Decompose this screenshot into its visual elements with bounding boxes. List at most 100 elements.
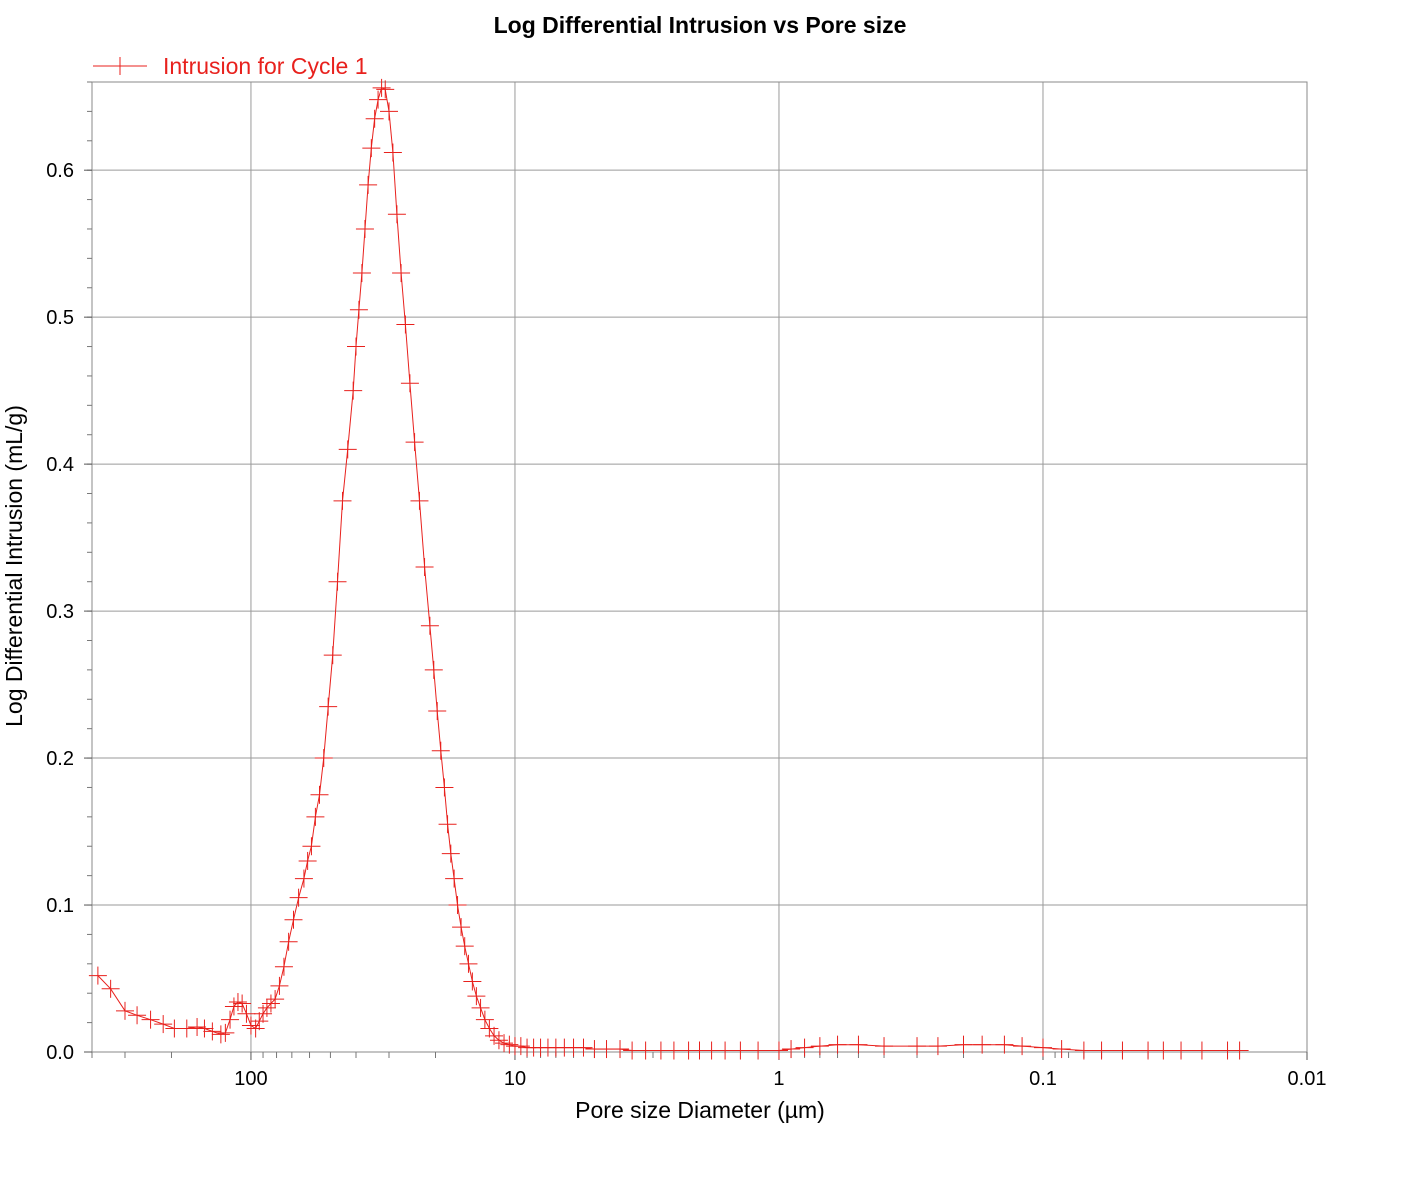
data-point: [154, 1015, 173, 1034]
data-point: [405, 433, 424, 452]
data-point: [489, 1031, 508, 1050]
data-point: [279, 932, 298, 951]
data-point: [333, 491, 352, 510]
data-point: [485, 1026, 504, 1045]
data-point: [246, 1019, 265, 1038]
y-tick-label: 0.6: [46, 160, 74, 182]
data-point: [344, 381, 363, 400]
data-point: [237, 1004, 256, 1023]
chart-title: Log Differential Intrusion vs Pore size: [494, 12, 907, 38]
data-point: [1172, 1041, 1191, 1060]
data-point: [500, 1035, 519, 1054]
data-point: [611, 1040, 630, 1059]
data-point: [314, 749, 333, 768]
data-point: [731, 1041, 750, 1060]
data-point: [88, 966, 107, 985]
data-point: [428, 702, 447, 721]
data-point: [459, 954, 478, 973]
x-tick-label: 100: [234, 1068, 267, 1090]
y-axis-ticks: 0.0 0.1 0.2 0.3 0.4 0.5 0.6: [46, 160, 92, 1064]
data-point: [224, 997, 243, 1016]
data-point: [875, 1037, 894, 1056]
data-point: [216, 1023, 235, 1042]
y-axis-title: Log Differential Intrusion (mL/g): [1, 405, 27, 727]
data-point: [383, 143, 402, 162]
y-tick-label: 0.1: [46, 895, 74, 917]
data-point: [359, 175, 378, 194]
data-point: [1113, 1041, 1132, 1060]
x-tick-label: 0.1: [1029, 1068, 1057, 1090]
data-point: [310, 785, 329, 804]
data-point: [452, 918, 471, 937]
data-point: [435, 778, 454, 797]
data-point: [810, 1037, 829, 1056]
data-point: [448, 896, 467, 915]
data-point: [141, 1010, 160, 1029]
data-point: [471, 998, 490, 1017]
data-point: [188, 1018, 207, 1037]
y-tick-label: 0.2: [46, 748, 74, 770]
data-point: [284, 910, 303, 929]
data-point: [1013, 1037, 1032, 1056]
data-point: [266, 990, 285, 1009]
data-point: [274, 957, 293, 976]
y-tick-label: 0.5: [46, 307, 74, 329]
data-point: [101, 979, 120, 998]
data-point: [849, 1035, 868, 1054]
data-point: [574, 1038, 593, 1057]
data-point: [1192, 1041, 1211, 1060]
data-point: [954, 1035, 973, 1054]
data-point: [415, 558, 434, 576]
data-point: [115, 1001, 134, 1020]
data-point: [973, 1035, 992, 1054]
data-point: [319, 697, 338, 716]
data-point: [636, 1041, 655, 1060]
data-point: [1052, 1040, 1071, 1059]
data-point: [270, 976, 289, 995]
data-point: [233, 994, 252, 1013]
data-point: [467, 987, 486, 1006]
legend: Intrusion for Cycle 1: [93, 53, 368, 79]
grid: [92, 82, 1308, 1052]
data-point: [362, 139, 381, 158]
legend-label: Intrusion for Cycle 1: [163, 53, 368, 79]
series-intrusion-cycle-1: [88, 78, 1249, 1060]
data-point: [424, 660, 443, 679]
data-point: [410, 491, 429, 510]
plot-frame: [91, 81, 1308, 1053]
data-point: [372, 78, 391, 97]
data-point: [195, 1019, 214, 1038]
data-point: [177, 1019, 196, 1038]
data-point: [289, 888, 308, 907]
data-point: [828, 1035, 847, 1054]
data-point: [769, 1041, 788, 1060]
y-tick-label: 0.3: [46, 601, 74, 623]
data-point: [355, 219, 374, 238]
data-point: [455, 937, 474, 956]
data-point: [1033, 1038, 1052, 1057]
data-point: [128, 1006, 147, 1025]
x-tick-label: 10: [504, 1068, 526, 1090]
data-point: [211, 1025, 230, 1044]
data-point: [257, 998, 276, 1017]
data-point: [349, 300, 368, 319]
data-point: [749, 1041, 768, 1060]
data-point: [347, 337, 366, 356]
minor-ticks: [87, 81, 1229, 1058]
data-point: [928, 1037, 947, 1056]
data-point: [995, 1035, 1014, 1054]
data-point: [396, 315, 415, 334]
data-point: [298, 851, 317, 870]
data-point: [1139, 1041, 1158, 1060]
data-point: [782, 1040, 801, 1059]
data-point: [420, 616, 439, 635]
data-point: [302, 837, 321, 856]
data-point: [463, 972, 482, 991]
data-point: [323, 646, 342, 665]
y-tick-label: 0.4: [46, 454, 74, 476]
x-axis-title: Pore size Diameter (µm): [575, 1097, 825, 1123]
data-point: [1074, 1041, 1093, 1060]
x-tick-label: 1: [773, 1068, 784, 1090]
data-point: [438, 815, 457, 834]
data-point: [328, 572, 347, 591]
